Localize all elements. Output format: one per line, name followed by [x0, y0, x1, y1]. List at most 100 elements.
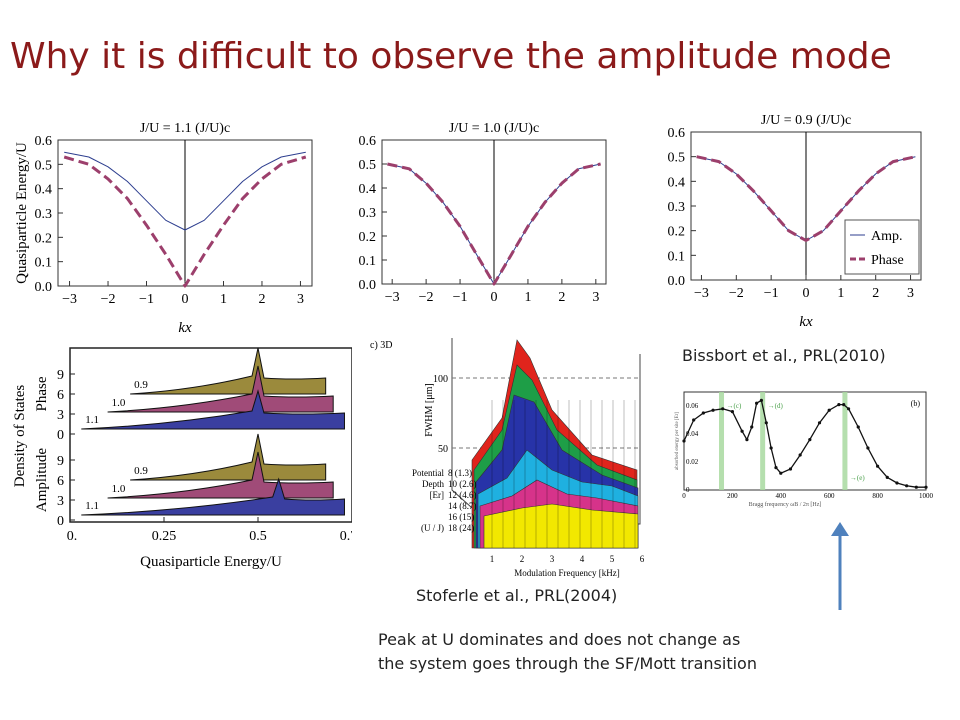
data-point: [876, 464, 880, 468]
y-tick-label: 0.06: [686, 402, 699, 410]
data-point: [817, 421, 822, 425]
data-point: [827, 408, 831, 412]
x-tick-label: −2: [419, 290, 434, 304]
x-tick-label: −3: [694, 286, 709, 301]
resonance-band: [760, 392, 766, 490]
y-tick-label: 0.1: [35, 256, 53, 271]
x-tick-label: 800: [872, 492, 883, 500]
x-tick-label: 1: [490, 554, 495, 564]
x-tick-label: 0.25: [152, 529, 177, 544]
y-tick-label: 0.3: [668, 200, 686, 215]
data-point: [856, 425, 860, 429]
chart-absorbed-energy: →(c) →(d) →(e) 0 200 400 600 800 1000 0 0.02 0.04 0.…: [675, 391, 934, 508]
y-tick-label: 0.2: [668, 225, 686, 240]
x-tick-label: −3: [62, 292, 77, 307]
data-point: [788, 467, 793, 471]
data-point: [740, 429, 744, 433]
curve-label: 1.0: [112, 483, 126, 495]
caption-stoferle: Stoferle et al., PRL(2004): [416, 586, 618, 605]
plot-title: J/U = 1.0 (J/U)c: [449, 121, 539, 136]
data-point: [779, 471, 783, 475]
data-point: [808, 438, 812, 442]
curve-label: 1.0: [112, 397, 126, 409]
surface-layer: [483, 503, 639, 549]
data-point: [798, 453, 802, 457]
dos-curve-fill: [130, 433, 327, 481]
x-tick-label: 2: [872, 286, 879, 301]
data-point: [837, 403, 841, 407]
y-tick-label: 0: [686, 486, 690, 494]
resonance-label: →(e): [850, 474, 865, 482]
panel-label-phase: Phase: [34, 376, 50, 411]
y-tick-label: 100: [433, 374, 448, 385]
x-tick-label: 0: [803, 286, 810, 301]
dos-curve-fill: [81, 477, 345, 516]
x-tick-label: 2: [520, 554, 525, 564]
y-tick-label: 0.3: [35, 207, 53, 222]
x-tick-label: 400: [776, 492, 787, 500]
depth-header: Depth: [422, 479, 444, 489]
y-tick-label: 0.4: [35, 183, 53, 198]
y-tick-label: 0.0: [359, 278, 377, 293]
data-point: [895, 481, 899, 485]
data-point: [842, 403, 846, 407]
y-tick-label: 0.5: [359, 158, 377, 173]
y-axis-label: FWHM [μm]: [424, 383, 435, 436]
y-tick-label: 0.04: [686, 430, 699, 438]
legend-phase-label: Phase: [871, 253, 904, 268]
x-tick-label: −2: [729, 286, 744, 301]
y-tick-label: 0.6: [35, 134, 53, 149]
y-tick-label: 3: [57, 494, 64, 509]
chart-dispersion-1.1: J/U = 1.1 (J/U)c −3 −2 −1 0 1 2 3 0.0 0.1 0.2 0.3 0.…: [14, 121, 313, 336]
depth-label: 16 (15): [448, 512, 474, 522]
panel-label: c) 3D: [370, 340, 393, 351]
x-axis-label: kx: [178, 320, 192, 336]
series-phase-line: [63, 155, 307, 288]
x-tick-label: −1: [453, 290, 468, 304]
plot-frame: [683, 391, 927, 491]
data-point: [774, 466, 778, 470]
x-tick-label: −1: [764, 286, 779, 301]
resonance-label: →(c): [727, 402, 742, 410]
resonance-label: →(d): [768, 402, 784, 410]
data-point: [905, 484, 909, 488]
y-tick-label: 0.4: [668, 175, 686, 190]
data-point: [885, 475, 889, 479]
x-axis-label: Quasiparticle Energy/U: [140, 554, 282, 570]
curve-label: 0.9: [134, 465, 148, 477]
data-point: [730, 410, 734, 414]
y-tick-label: 50: [438, 444, 448, 455]
x-tick-label: 200: [727, 492, 738, 500]
depth-header: Potential: [412, 468, 444, 478]
y-tick-label: 0: [57, 514, 64, 529]
panel-label: (b): [911, 399, 921, 408]
depth-label: 14 (8.7): [448, 501, 477, 511]
series-phase-line: [387, 162, 601, 286]
y-tick-label: 0.0: [668, 274, 686, 289]
y-axis-label: Quasiparticle Energy/U: [14, 142, 30, 284]
curve-label: 0.9: [134, 379, 148, 391]
depth-label: 12 (4.6): [448, 490, 477, 500]
y-tick-label: 0.4: [359, 182, 377, 197]
legend-amp-label: Amp.: [871, 229, 903, 244]
series-amplitude-line: [64, 151, 306, 231]
depth-header: [Er]: [430, 490, 445, 500]
x-tick-label: 2: [558, 290, 565, 304]
chart-dispersion-1.0: J/U = 1.0 (J/U)c −3 −2 −1 0 1 2 3 0.0 0.1 0.2 0.3 0.…: [359, 121, 607, 304]
resonance-band: [842, 392, 848, 490]
y-tick-label: 0.2: [359, 230, 377, 245]
depth-header: (U / J): [421, 523, 444, 533]
y-tick-label: 0.5: [668, 151, 686, 166]
x-tick-label: −1: [139, 292, 154, 307]
x-tick-label: 0: [682, 492, 686, 500]
x-axis-label: Bragg frequency ωB / 2π [Hz]: [749, 501, 822, 508]
data-point: [701, 411, 705, 415]
x-tick-label: 1000: [919, 492, 934, 500]
data-point: [721, 407, 725, 411]
data-point: [866, 446, 870, 450]
x-tick-label: 0: [491, 290, 498, 304]
caption-bissbort: Bissbort et al., PRL(2010): [682, 346, 886, 365]
dos-curve-fill: [107, 365, 334, 413]
